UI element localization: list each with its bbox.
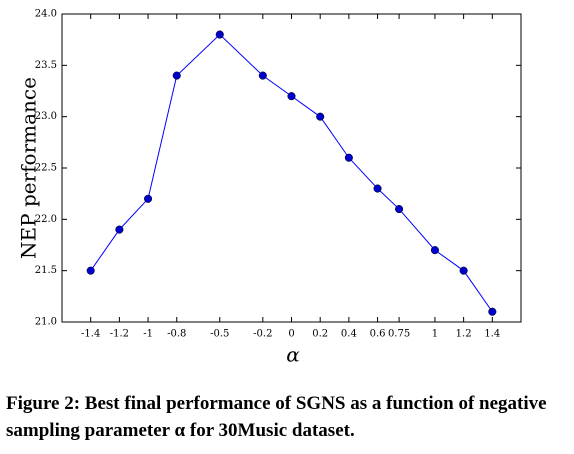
y-axis-label: NEP performance [17,77,41,259]
marker [115,225,124,234]
marker [172,71,181,80]
x-tick-label: 0.4 [341,329,357,340]
y-tick-label: 21.5 [35,265,57,276]
line [90,33,493,313]
x-tick-label: 0.75 [388,329,410,340]
plot-frame [61,13,522,323]
marker [215,30,224,39]
x-tick-label: 1 [432,329,438,340]
x-tick-label: -1.2 [110,329,129,340]
x-tick-label: -0.2 [253,329,272,340]
x-tick-label: 0.2 [312,329,328,340]
marker [430,246,439,255]
y-tick-label: 22.5 [35,163,57,174]
x-tick-label: -1.4 [81,329,100,340]
figure-caption: Figure 2: Best final performance of SGNS… [6,393,547,441]
x-tick-label: 1.4 [484,329,500,340]
x-tick-label: -0.5 [210,329,229,340]
x-tick-label: -1 [143,329,153,340]
marker [488,307,497,316]
marker [258,71,267,80]
chart: α NEP performance 21.0 21.5 22.0 22.5 23.0 23… [17,9,522,367]
y-tick-label: 21.0 [35,317,57,328]
marker [287,92,296,101]
marker [395,205,404,214]
marker [373,184,382,193]
y-tick-label: 24.0 [35,9,57,20]
marker [459,266,468,275]
x-tick-label: 0.6 [370,329,386,340]
marker [144,194,153,203]
x-axis-label: α [286,343,300,367]
x-tick-label: -0.8 [167,329,186,340]
marker [86,266,95,275]
y-tick-label: 23.0 [35,111,57,122]
marker [316,112,325,121]
marker [344,153,353,162]
x-tick-label: 0 [288,329,294,340]
y-tick-label: 23.5 [35,60,57,71]
y-tick-label: 22.0 [35,214,57,225]
x-tick-label: 1.2 [456,329,472,340]
